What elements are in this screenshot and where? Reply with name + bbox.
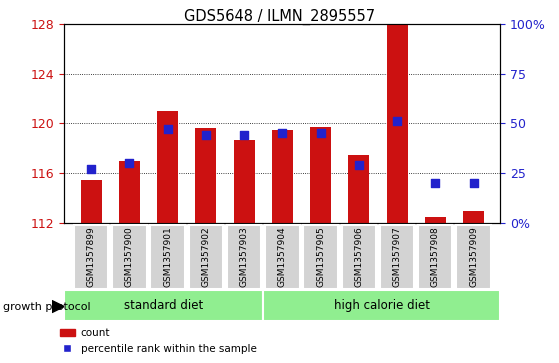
- FancyBboxPatch shape: [188, 225, 223, 289]
- Point: [469, 180, 478, 186]
- FancyBboxPatch shape: [418, 225, 452, 289]
- Text: GSM1357901: GSM1357901: [163, 227, 172, 287]
- Point: [278, 130, 287, 136]
- FancyBboxPatch shape: [74, 225, 108, 289]
- Text: standard diet: standard diet: [124, 299, 203, 312]
- Bar: [119, 161, 140, 223]
- Bar: [310, 127, 331, 223]
- Legend: count, percentile rank within the sample: count, percentile rank within the sample: [55, 324, 260, 358]
- FancyBboxPatch shape: [64, 290, 263, 321]
- FancyBboxPatch shape: [304, 225, 338, 289]
- FancyBboxPatch shape: [227, 225, 261, 289]
- Text: GSM1357906: GSM1357906: [354, 227, 363, 287]
- Point: [240, 132, 249, 138]
- FancyBboxPatch shape: [342, 225, 376, 289]
- FancyBboxPatch shape: [150, 225, 185, 289]
- FancyBboxPatch shape: [456, 225, 491, 289]
- Point: [392, 118, 401, 124]
- FancyBboxPatch shape: [265, 225, 300, 289]
- Point: [125, 160, 134, 166]
- Point: [163, 126, 172, 132]
- Text: GSM1357902: GSM1357902: [201, 227, 210, 287]
- Text: GSM1357900: GSM1357900: [125, 227, 134, 287]
- Bar: [195, 129, 216, 223]
- Text: GSM1357908: GSM1357908: [431, 227, 440, 287]
- FancyBboxPatch shape: [112, 225, 146, 289]
- Bar: [386, 24, 408, 223]
- Point: [431, 180, 440, 186]
- Bar: [272, 130, 293, 223]
- Bar: [425, 217, 446, 223]
- Text: GDS5648 / ILMN_2895557: GDS5648 / ILMN_2895557: [184, 9, 375, 25]
- Point: [87, 167, 96, 172]
- Bar: [463, 211, 484, 223]
- Bar: [348, 155, 369, 223]
- Text: high calorie diet: high calorie diet: [334, 299, 430, 312]
- FancyBboxPatch shape: [263, 290, 500, 321]
- Point: [354, 162, 363, 168]
- Point: [316, 130, 325, 136]
- Text: growth protocol: growth protocol: [3, 302, 91, 312]
- Point: [201, 132, 210, 138]
- Polygon shape: [52, 301, 64, 313]
- Text: GSM1357904: GSM1357904: [278, 227, 287, 287]
- Bar: [234, 140, 254, 223]
- Text: GSM1357909: GSM1357909: [469, 227, 478, 287]
- Bar: [80, 180, 102, 223]
- Text: GSM1357899: GSM1357899: [87, 227, 96, 287]
- Text: GSM1357903: GSM1357903: [240, 227, 249, 287]
- Text: GSM1357905: GSM1357905: [316, 227, 325, 287]
- Bar: [157, 111, 178, 223]
- Text: GSM1357907: GSM1357907: [392, 227, 401, 287]
- FancyBboxPatch shape: [380, 225, 414, 289]
